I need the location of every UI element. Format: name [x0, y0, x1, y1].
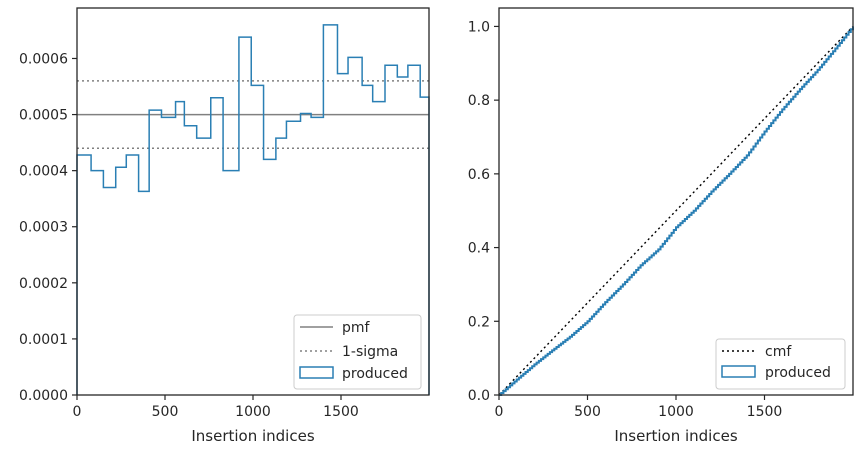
cmf-produced-legend-label: produced — [765, 365, 831, 381]
pmf-y-tick-label: 0.0001 — [19, 332, 68, 348]
cmf-y-tick-label: 1.0 — [468, 19, 490, 35]
cmf-plot-frame — [498, 7, 854, 396]
sigma-legend-label: 1-sigma — [342, 344, 398, 360]
pmf-x-tick-label: 500 — [152, 404, 179, 420]
pmf-chart: 0 500 1000 1500 0.0000 0.0001 0.0002 0.0003 0.00… — [19, 7, 430, 445]
cmf-x-tick-label: 1500 — [747, 404, 783, 420]
pmf-y-tick-label: 0.0006 — [19, 51, 68, 67]
cmf-x-tick-label: 1000 — [658, 404, 694, 420]
pmf-legend-box — [293, 314, 422, 390]
produced-legend-swatch — [299, 366, 334, 379]
cmf-x-axis-label: Insertion indices — [614, 427, 737, 445]
pmf-x-tick-label: 1000 — [235, 404, 271, 420]
cmf-legend: cmf produced — [715, 338, 846, 390]
cmf-y-tick-label: 0.2 — [468, 314, 490, 330]
pmf-y-tick-label: 0.0002 — [19, 276, 68, 292]
cmf-y-tick-label: 0.8 — [468, 93, 490, 109]
cmf-y-tick-label: 0.6 — [468, 167, 490, 183]
cmf-line — [498, 25, 854, 396]
cmf-legend-label: cmf — [765, 344, 792, 360]
pmf-legend: pmf 1-sigma produced — [293, 314, 422, 390]
pmf-y-tick-label: 0.0005 — [19, 108, 68, 124]
pmf-x-tick-label: 0 — [73, 404, 82, 420]
produced-legend-label: produced — [342, 366, 408, 382]
cmf-y-tick-label: 0.0 — [468, 388, 490, 404]
pmf-y-tick-label: 0.0000 — [19, 388, 68, 404]
pmf-x-axis-label: Insertion indices — [191, 427, 314, 445]
cmf-chart: 0 500 1000 1500 0.0 0.2 0.4 0.6 0.8 1.0 Insertion… — [468, 7, 854, 445]
pmf-y-tick-label: 0.0004 — [19, 164, 68, 180]
cmf-x-tick-label: 500 — [574, 404, 601, 420]
produced-histogram — [76, 24, 430, 395]
pmf-legend-label: pmf — [342, 320, 371, 336]
pmf-y-tick-label: 0.0003 — [19, 220, 68, 236]
cmf-y-tick-label: 0.4 — [468, 241, 490, 257]
cmf-x-tick-label: 0 — [495, 404, 504, 420]
produced-cumulative — [499, 26, 854, 396]
pmf-x-tick-label: 1500 — [323, 404, 359, 420]
cmf-produced-legend-swatch — [721, 365, 756, 378]
